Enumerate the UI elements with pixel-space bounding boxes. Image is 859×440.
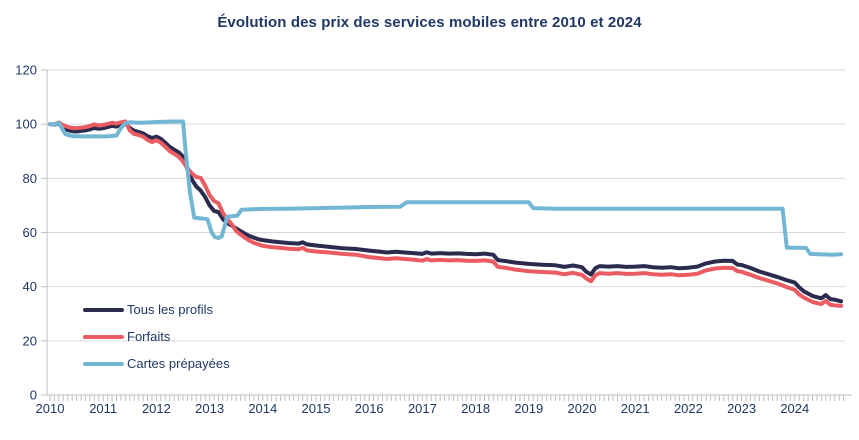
x-axis-label: 2016	[355, 401, 384, 416]
series-line-tous-les-profils	[48, 121, 844, 304]
series-line-cartes-pr-pay-es	[48, 119, 844, 257]
axis-ticks	[41, 69, 845, 401]
x-axis-label: 2024	[780, 401, 809, 416]
y-axis-labels: 0 20 40 60 80 100 120	[15, 63, 37, 403]
x-axis-labels: 2010 2011 2012 2013 2014 2015 2016 2017 2018 2019…	[36, 401, 810, 416]
data-series	[48, 119, 844, 308]
y-axis-label: 80	[23, 171, 37, 186]
legend-label-cartes-prepayees: Cartes prépayées	[127, 356, 230, 371]
x-axis-label: 2013	[195, 401, 224, 416]
y-axis-label: 40	[23, 279, 37, 294]
x-axis-label: 2011	[89, 401, 117, 416]
gridlines	[47, 69, 845, 342]
x-axis-label: 2010	[36, 401, 65, 416]
legend-item-cartes-prepayees: Cartes prépayées	[83, 350, 230, 377]
y-axis-label: 120	[15, 63, 37, 78]
chart-legend: Tous les profils Forfaits Cartes prépayé…	[83, 296, 230, 377]
x-axis-label: 2021	[621, 401, 650, 416]
legend-label-forfaits: Forfaits	[127, 329, 171, 344]
y-axis-label: 60	[23, 225, 37, 240]
x-axis-label: 2022	[674, 401, 703, 416]
legend-item-forfaits: Forfaits	[83, 323, 230, 350]
legend-item-tous-les-profils: Tous les profils	[83, 296, 230, 323]
x-axis-label: 2012	[142, 401, 171, 416]
y-axis-label: 100	[15, 117, 37, 132]
x-axis-label: 2018	[461, 401, 490, 416]
legend-swatch-forfaits	[83, 334, 124, 339]
series-line-forfaits	[48, 119, 844, 308]
legend-swatch-tous-les-profils	[83, 307, 124, 312]
x-axis-label: 2023	[727, 401, 756, 416]
x-axis-label: 2020	[568, 401, 597, 416]
chart-title: Évolution des prix des services mobiles …	[217, 14, 642, 31]
x-axis-label: 2015	[302, 401, 331, 416]
y-axis-label: 0	[30, 388, 37, 403]
y-axis-label: 20	[23, 333, 37, 348]
legend-label-tous-les-profils: Tous les profils	[127, 302, 213, 317]
x-axis-label: 2019	[514, 401, 543, 416]
x-axis-label: 2014	[248, 401, 277, 416]
x-axis-label: 2017	[408, 401, 437, 416]
legend-swatch-cartes-prepayees	[83, 361, 124, 366]
